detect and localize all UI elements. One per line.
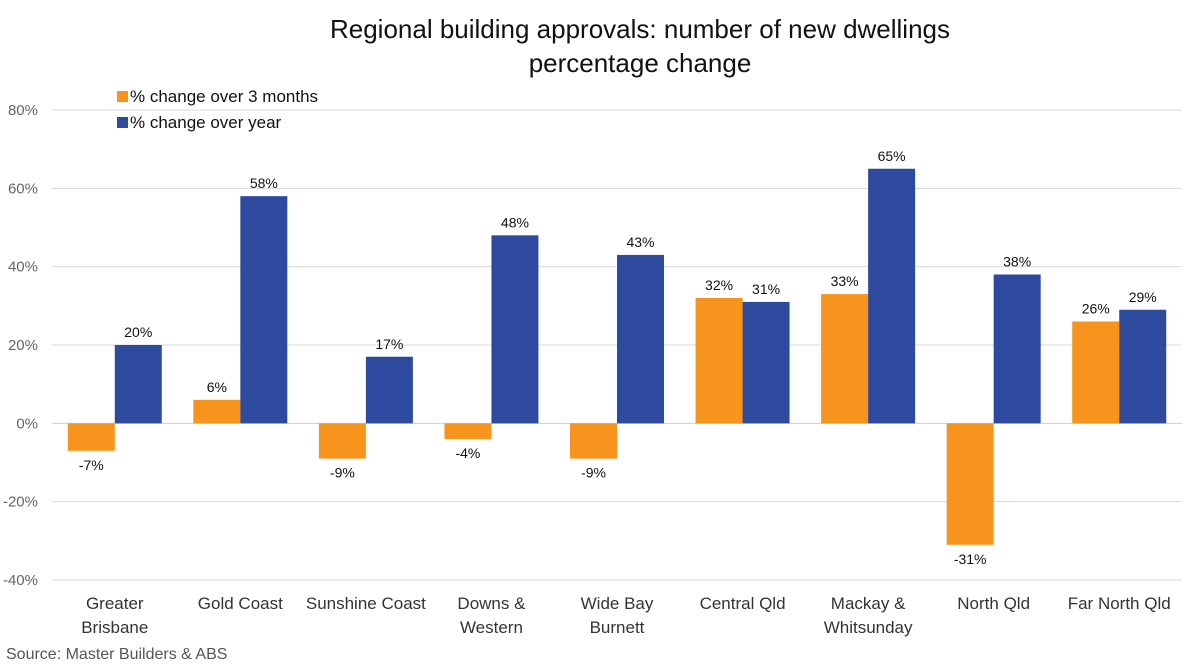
- data-label: 31%: [752, 281, 780, 297]
- data-label: 26%: [1082, 301, 1110, 317]
- bar-3-months: [946, 423, 994, 545]
- bar-3-months: [444, 423, 492, 439]
- legend-label: % change over 3 months: [130, 87, 318, 106]
- bar-3-months: [695, 298, 743, 424]
- bar-year: [993, 274, 1041, 424]
- data-label: -31%: [954, 551, 987, 567]
- legend-swatch: [117, 91, 128, 102]
- category-label: Greater: [86, 594, 144, 613]
- data-label: 38%: [1003, 254, 1031, 270]
- category-label: Gold Coast: [198, 594, 283, 613]
- chart-title-line: percentage change: [529, 48, 752, 78]
- bar-3-months: [193, 399, 241, 424]
- bar-3-months: [1072, 321, 1120, 424]
- legend-label: % change over year: [130, 113, 282, 132]
- category-label: Mackay &: [831, 594, 906, 613]
- bar-year: [617, 254, 664, 424]
- chart-title-line: Regional building approvals: number of n…: [330, 14, 950, 44]
- y-axis-ticks: -40% -20% 0% 20% 40% 60% 80%: [3, 102, 38, 589]
- x-axis-categories: Greater Brisbane Gold Coast Sunshine Coast D…: [81, 594, 1170, 637]
- data-label: 58%: [250, 175, 278, 191]
- data-label: 65%: [878, 148, 906, 164]
- bar-year: [365, 356, 413, 424]
- bar-year: [742, 301, 790, 424]
- bars: [67, 168, 1167, 545]
- legend: % change over 3 months % change over year: [117, 87, 318, 132]
- data-label: 48%: [501, 214, 529, 230]
- bar-year: [868, 168, 916, 424]
- data-label: 43%: [626, 234, 654, 250]
- category-label: Downs &: [457, 594, 526, 613]
- y-tick-label: 40%: [8, 259, 38, 276]
- bar-year: [240, 196, 288, 424]
- data-label: 32%: [705, 277, 733, 293]
- y-tick-label: -20%: [3, 494, 38, 511]
- bar-year: [491, 235, 539, 424]
- legend-swatch: [117, 117, 128, 128]
- y-tick-label: 80%: [8, 102, 38, 119]
- category-label: Far North Qld: [1068, 594, 1171, 613]
- data-label: 29%: [1129, 289, 1157, 305]
- category-label: Sunshine Coast: [306, 594, 426, 613]
- data-labels: -7% 6% -9% -4% -9% 32% 33% -31% 26% 20% 58% 17% 48% 4…: [79, 148, 1157, 567]
- category-label: Western: [460, 618, 523, 637]
- data-label: -7%: [79, 457, 104, 473]
- data-label: 20%: [124, 324, 152, 340]
- bar-year: [1119, 309, 1167, 424]
- bar-3-months: [821, 294, 869, 424]
- data-label: 33%: [831, 273, 859, 289]
- data-label: -4%: [455, 445, 480, 461]
- y-tick-label: 0%: [16, 415, 38, 432]
- bar-3-months: [318, 423, 366, 459]
- y-tick-label: 60%: [8, 180, 38, 197]
- data-label: -9%: [581, 465, 606, 481]
- source-note: Source: Master Builders & ABS: [6, 646, 227, 663]
- chart-title: Regional building approvals: number of n…: [330, 14, 950, 78]
- bar-3-months: [67, 423, 115, 451]
- data-label: 6%: [207, 379, 227, 395]
- bar-year: [114, 345, 162, 424]
- data-label: 17%: [375, 336, 403, 352]
- category-label: North Qld: [957, 594, 1030, 613]
- y-tick-label: 20%: [8, 337, 38, 354]
- category-label: Burnett: [590, 618, 645, 637]
- category-label: Wide Bay: [581, 594, 654, 613]
- category-label: Brisbane: [81, 618, 148, 637]
- data-label: -9%: [330, 465, 355, 481]
- category-label: Whitsunday: [824, 618, 913, 637]
- category-label: Central Qld: [700, 594, 786, 613]
- y-tick-label: -40%: [3, 572, 38, 589]
- bar-3-months: [570, 423, 617, 459]
